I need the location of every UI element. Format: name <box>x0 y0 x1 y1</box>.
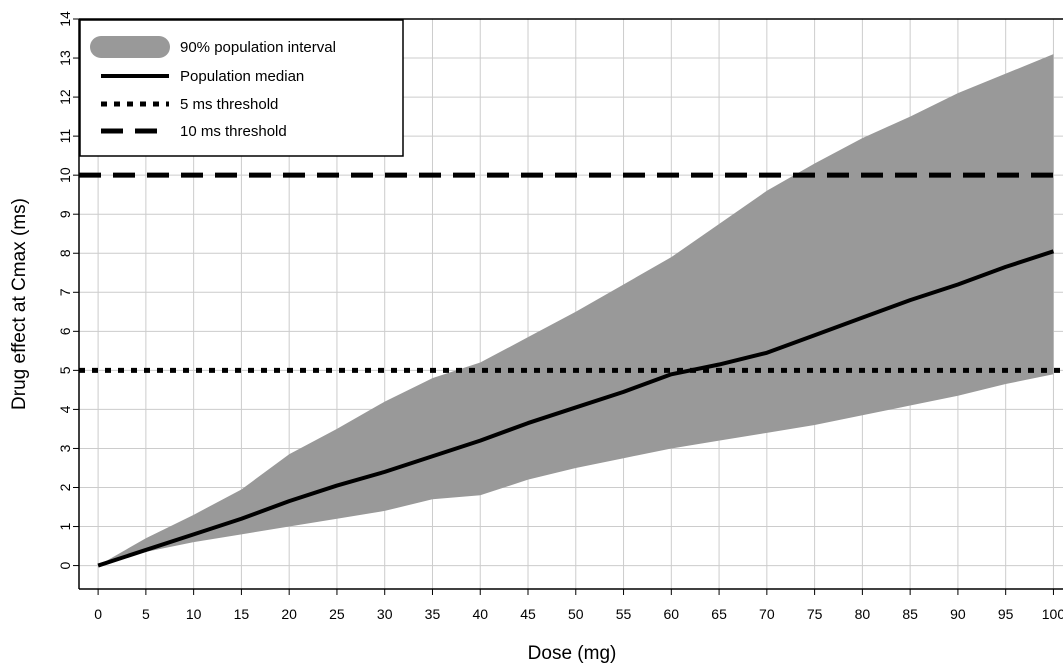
x-tick-label: 20 <box>281 606 297 622</box>
x-tick-label: 5 <box>142 606 150 622</box>
y-tick-label: 7 <box>57 288 73 296</box>
axes <box>78 18 1063 590</box>
x-tick-label: 25 <box>329 606 345 622</box>
x-tick-label: 85 <box>902 606 918 622</box>
median-line <box>97 249 1055 568</box>
x-tick-label: 40 <box>472 606 488 622</box>
y-tick-label: 4 <box>57 405 73 413</box>
y-tick-label: 11 <box>57 129 73 144</box>
x-tick-label: 0 <box>94 606 102 622</box>
x-tick-label: 100 <box>1042 606 1063 622</box>
legend-label-interval: 90% population interval <box>180 39 336 56</box>
x-tick-label: 60 <box>664 606 680 622</box>
population-interval-band <box>98 54 1054 566</box>
y-tick-label: 2 <box>57 483 73 491</box>
y-tick-label: 6 <box>57 327 73 335</box>
x-tick-label: 30 <box>377 606 393 622</box>
x-ticks: 0 5 10 15 20 25 30 35 40 45 50 55 60 65 70 75 80 85 90 95 10… <box>94 589 1063 622</box>
y-tick-label: 12 <box>57 89 73 105</box>
x-tick-label: 55 <box>616 606 632 622</box>
x-tick-label: 95 <box>998 606 1014 622</box>
interval-band <box>98 54 1054 566</box>
x-tick-label: 35 <box>425 606 441 622</box>
y-tick-label: 8 <box>57 249 73 257</box>
threshold-lines <box>79 172 1063 373</box>
y-tick-label: 10 <box>57 167 73 183</box>
legend-label-5ms: 5 ms threshold <box>180 96 278 113</box>
x-tick-label: 65 <box>711 606 727 622</box>
x-tick-label: 70 <box>759 606 775 622</box>
y-tick-label: 14 <box>57 11 73 27</box>
legend: 90% population interval Population media… <box>79 19 404 157</box>
y-axis-title: Drug effect at Cmax (ms) <box>9 198 30 410</box>
x-tick-label: 10 <box>186 606 202 622</box>
y-tick-label: 13 <box>57 50 73 66</box>
x-tick-label: 80 <box>855 606 871 622</box>
legend-label-10ms: 10 ms threshold <box>180 123 287 140</box>
x-tick-label: 75 <box>807 606 823 622</box>
x-axis-title: Dose (mg) <box>528 643 617 664</box>
x-tick-label: 45 <box>520 606 536 622</box>
x-tick-label: 90 <box>950 606 966 622</box>
y-tick-label: 9 <box>57 210 73 218</box>
x-tick-label: 50 <box>568 606 584 622</box>
median-series <box>97 249 1055 568</box>
y-tick-label: 5 <box>57 366 73 374</box>
x-tick-label: 15 <box>234 606 250 622</box>
y-tick-label: 0 <box>57 561 73 569</box>
legend-label-median: Population median <box>180 68 304 85</box>
y-tick-label: 1 <box>57 522 73 530</box>
legend-swatch-interval <box>90 36 170 58</box>
y-tick-label: 3 <box>57 444 73 452</box>
